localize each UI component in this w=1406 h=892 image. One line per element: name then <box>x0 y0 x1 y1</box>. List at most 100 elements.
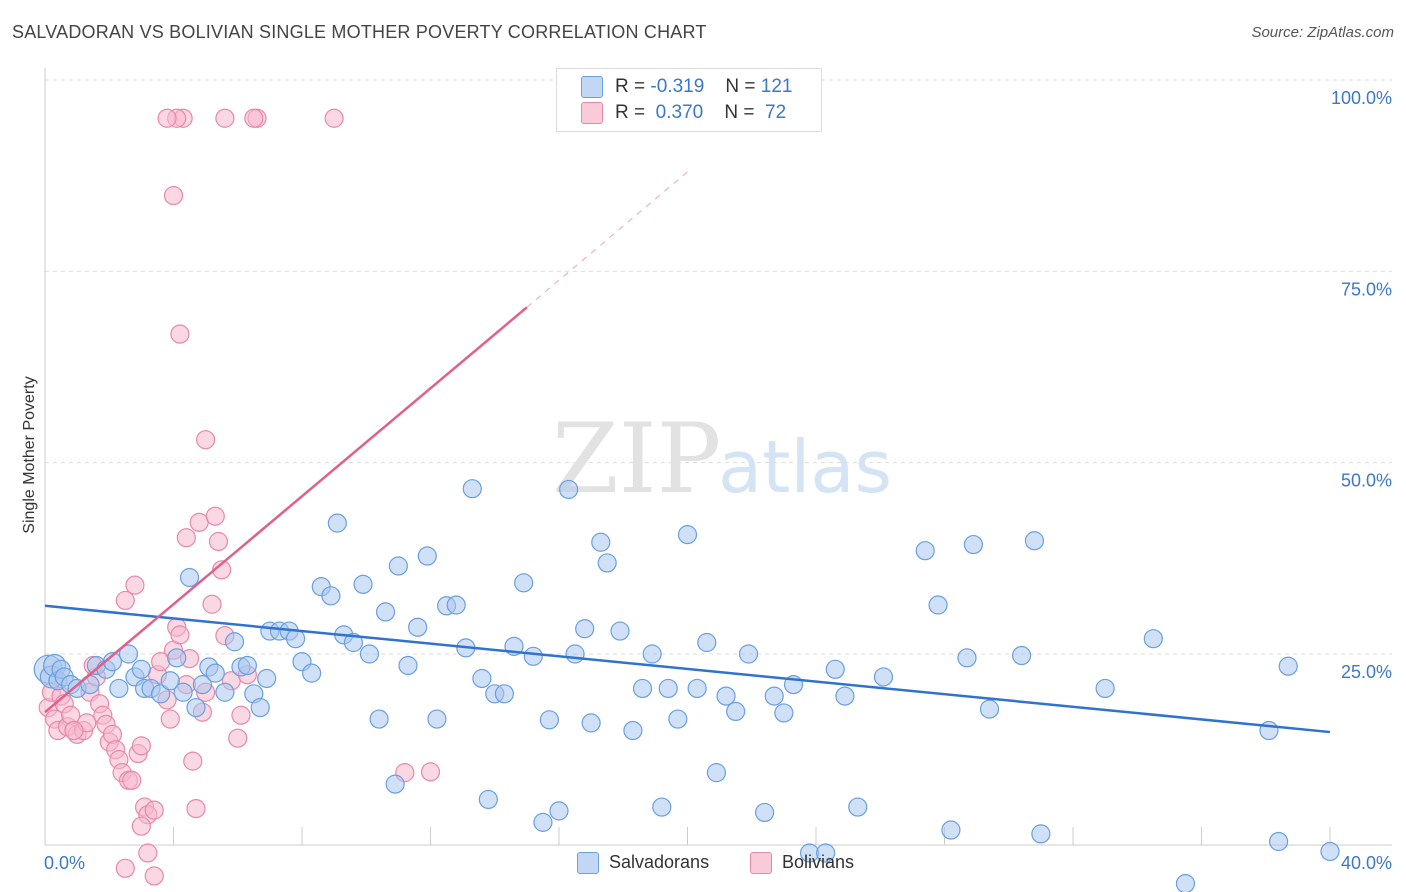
salvadorans-point <box>668 709 688 729</box>
salvadorans-point <box>131 659 151 679</box>
y-tick-label: 75.0% <box>1341 279 1392 299</box>
bolivians-point <box>215 108 235 128</box>
salvadorans-point <box>478 789 498 810</box>
salvadorans-point <box>697 632 717 653</box>
bolivians-point <box>170 324 190 344</box>
bolivians-point <box>324 108 344 128</box>
bolivians-point <box>183 751 203 771</box>
legend-r-label: R = <box>615 102 646 124</box>
salvadorans-point <box>257 668 277 689</box>
salvadorans-point <box>533 812 553 832</box>
salvadorans-point <box>446 595 466 615</box>
salvadorans-point <box>327 513 347 533</box>
salvadorans-point <box>343 632 363 653</box>
salvadorans-point <box>186 697 206 718</box>
salvadorans-point <box>1011 645 1032 666</box>
salvadorans-point <box>597 553 617 573</box>
bolivians-point <box>115 858 135 878</box>
salvadorans-point <box>192 675 213 695</box>
salvadorans-point <box>1175 874 1196 892</box>
salvadorans-point <box>816 843 836 863</box>
legend-swatch-salvadorans <box>581 76 603 98</box>
salvadorans-point <box>1278 656 1298 676</box>
salvadorans-point <box>1024 531 1045 551</box>
legend-r-label: R = <box>615 76 646 98</box>
bolivians-point <box>144 800 164 820</box>
watermark: ZIP atlas <box>552 403 892 515</box>
legend-n-value: 72 <box>765 102 787 124</box>
salvadorans-point <box>514 573 534 593</box>
salvadorans-point <box>848 797 868 817</box>
salvadorans-point <box>539 710 559 730</box>
salvadorans-point <box>1320 841 1340 862</box>
salvadorans-point <box>237 655 257 676</box>
salvadorans-point <box>523 646 543 666</box>
bolivians-points <box>38 108 441 886</box>
salvadorans-point <box>726 701 746 722</box>
bolivians-point <box>157 108 177 128</box>
x-tick-label: 40.0% <box>1341 853 1392 873</box>
bolivians-point <box>202 594 222 614</box>
salvadorans-point <box>1143 629 1163 649</box>
legend-row-salvadorans: R = -0.319 N = 121 <box>581 76 792 100</box>
legend-n-label: N = <box>725 76 756 98</box>
salvadorans-point <box>738 644 759 664</box>
salvadorans-point <box>623 720 643 741</box>
bolivians-point <box>196 430 216 450</box>
y-tick-label: 50.0% <box>1341 471 1392 491</box>
bolivians-point <box>170 625 190 645</box>
bolivians-trendline-extension <box>526 171 688 308</box>
x-tick-labels: 0.0% 40.0% <box>44 853 1392 873</box>
y-tick-labels: 25.0% 50.0% 75.0% 100.0% <box>1331 88 1392 682</box>
salvadorans-point <box>774 703 794 723</box>
salvadorans-point <box>1031 824 1051 844</box>
salvadorans-point <box>398 655 418 676</box>
salvadorans-point <box>167 648 187 668</box>
bolivians-point <box>186 798 206 819</box>
salvadorans-point <box>173 682 193 702</box>
bolivians-point <box>420 762 441 782</box>
salvadorans-point <box>687 678 707 699</box>
legend-n-value: 121 <box>760 76 793 98</box>
salvadorans-point <box>549 801 569 821</box>
bolivians-point <box>244 108 264 128</box>
bottom-swatch-salvadorans <box>577 852 599 875</box>
bolivians-point <box>131 736 151 756</box>
salvadorans-point <box>716 686 736 706</box>
salvadorans-point <box>915 541 935 561</box>
bottom-legend-label-bolivians: Bolivians <box>782 852 855 872</box>
salvadorans-point <box>957 648 977 668</box>
legend-swatch-bolivians <box>581 102 603 124</box>
salvadorans-point <box>179 567 200 588</box>
salvadorans-point <box>205 663 225 683</box>
bolivians-point <box>205 506 225 526</box>
salvadorans-point <box>1095 678 1115 699</box>
salvadorans-point <box>321 586 341 606</box>
y-tick-label: 25.0% <box>1341 662 1392 682</box>
salvadorans-point <box>565 644 585 664</box>
chart-title: SALVADORAN VS BOLIVIAN SINGLE MOTHER POV… <box>12 22 707 42</box>
salvadorans-point <box>359 644 380 664</box>
salvadorans-point <box>928 595 948 615</box>
salvadorans-point <box>385 774 405 794</box>
legend-r-value: -0.319 <box>650 76 705 98</box>
salvadorans-point <box>825 659 845 679</box>
y-axis-label: Single Mother Poverty <box>21 376 38 533</box>
bolivians-point <box>160 709 180 729</box>
salvadorans-points <box>33 479 1340 892</box>
legend-row-bolivians: R = 0.370 N = 72 <box>581 102 786 126</box>
salvadorans-point <box>215 682 235 702</box>
salvadorans-point <box>494 684 514 704</box>
legend-n-label: N = <box>724 102 755 124</box>
watermark-zip: ZIP <box>552 403 721 515</box>
salvadorans-trendline <box>44 604 1331 734</box>
salvadorans-point <box>979 699 1000 719</box>
salvadorans-point <box>706 763 727 783</box>
bolivians-point <box>163 185 184 206</box>
bottom-swatch-bolivians <box>750 852 772 875</box>
salvadorans-point <box>575 619 595 639</box>
bolivians-point <box>189 512 209 532</box>
bottom-legend-label-salvadorans: Salvadorans <box>609 852 710 872</box>
salvadorans-point <box>417 546 437 566</box>
chart-source: Source: ZipAtlas.com <box>1251 24 1394 41</box>
